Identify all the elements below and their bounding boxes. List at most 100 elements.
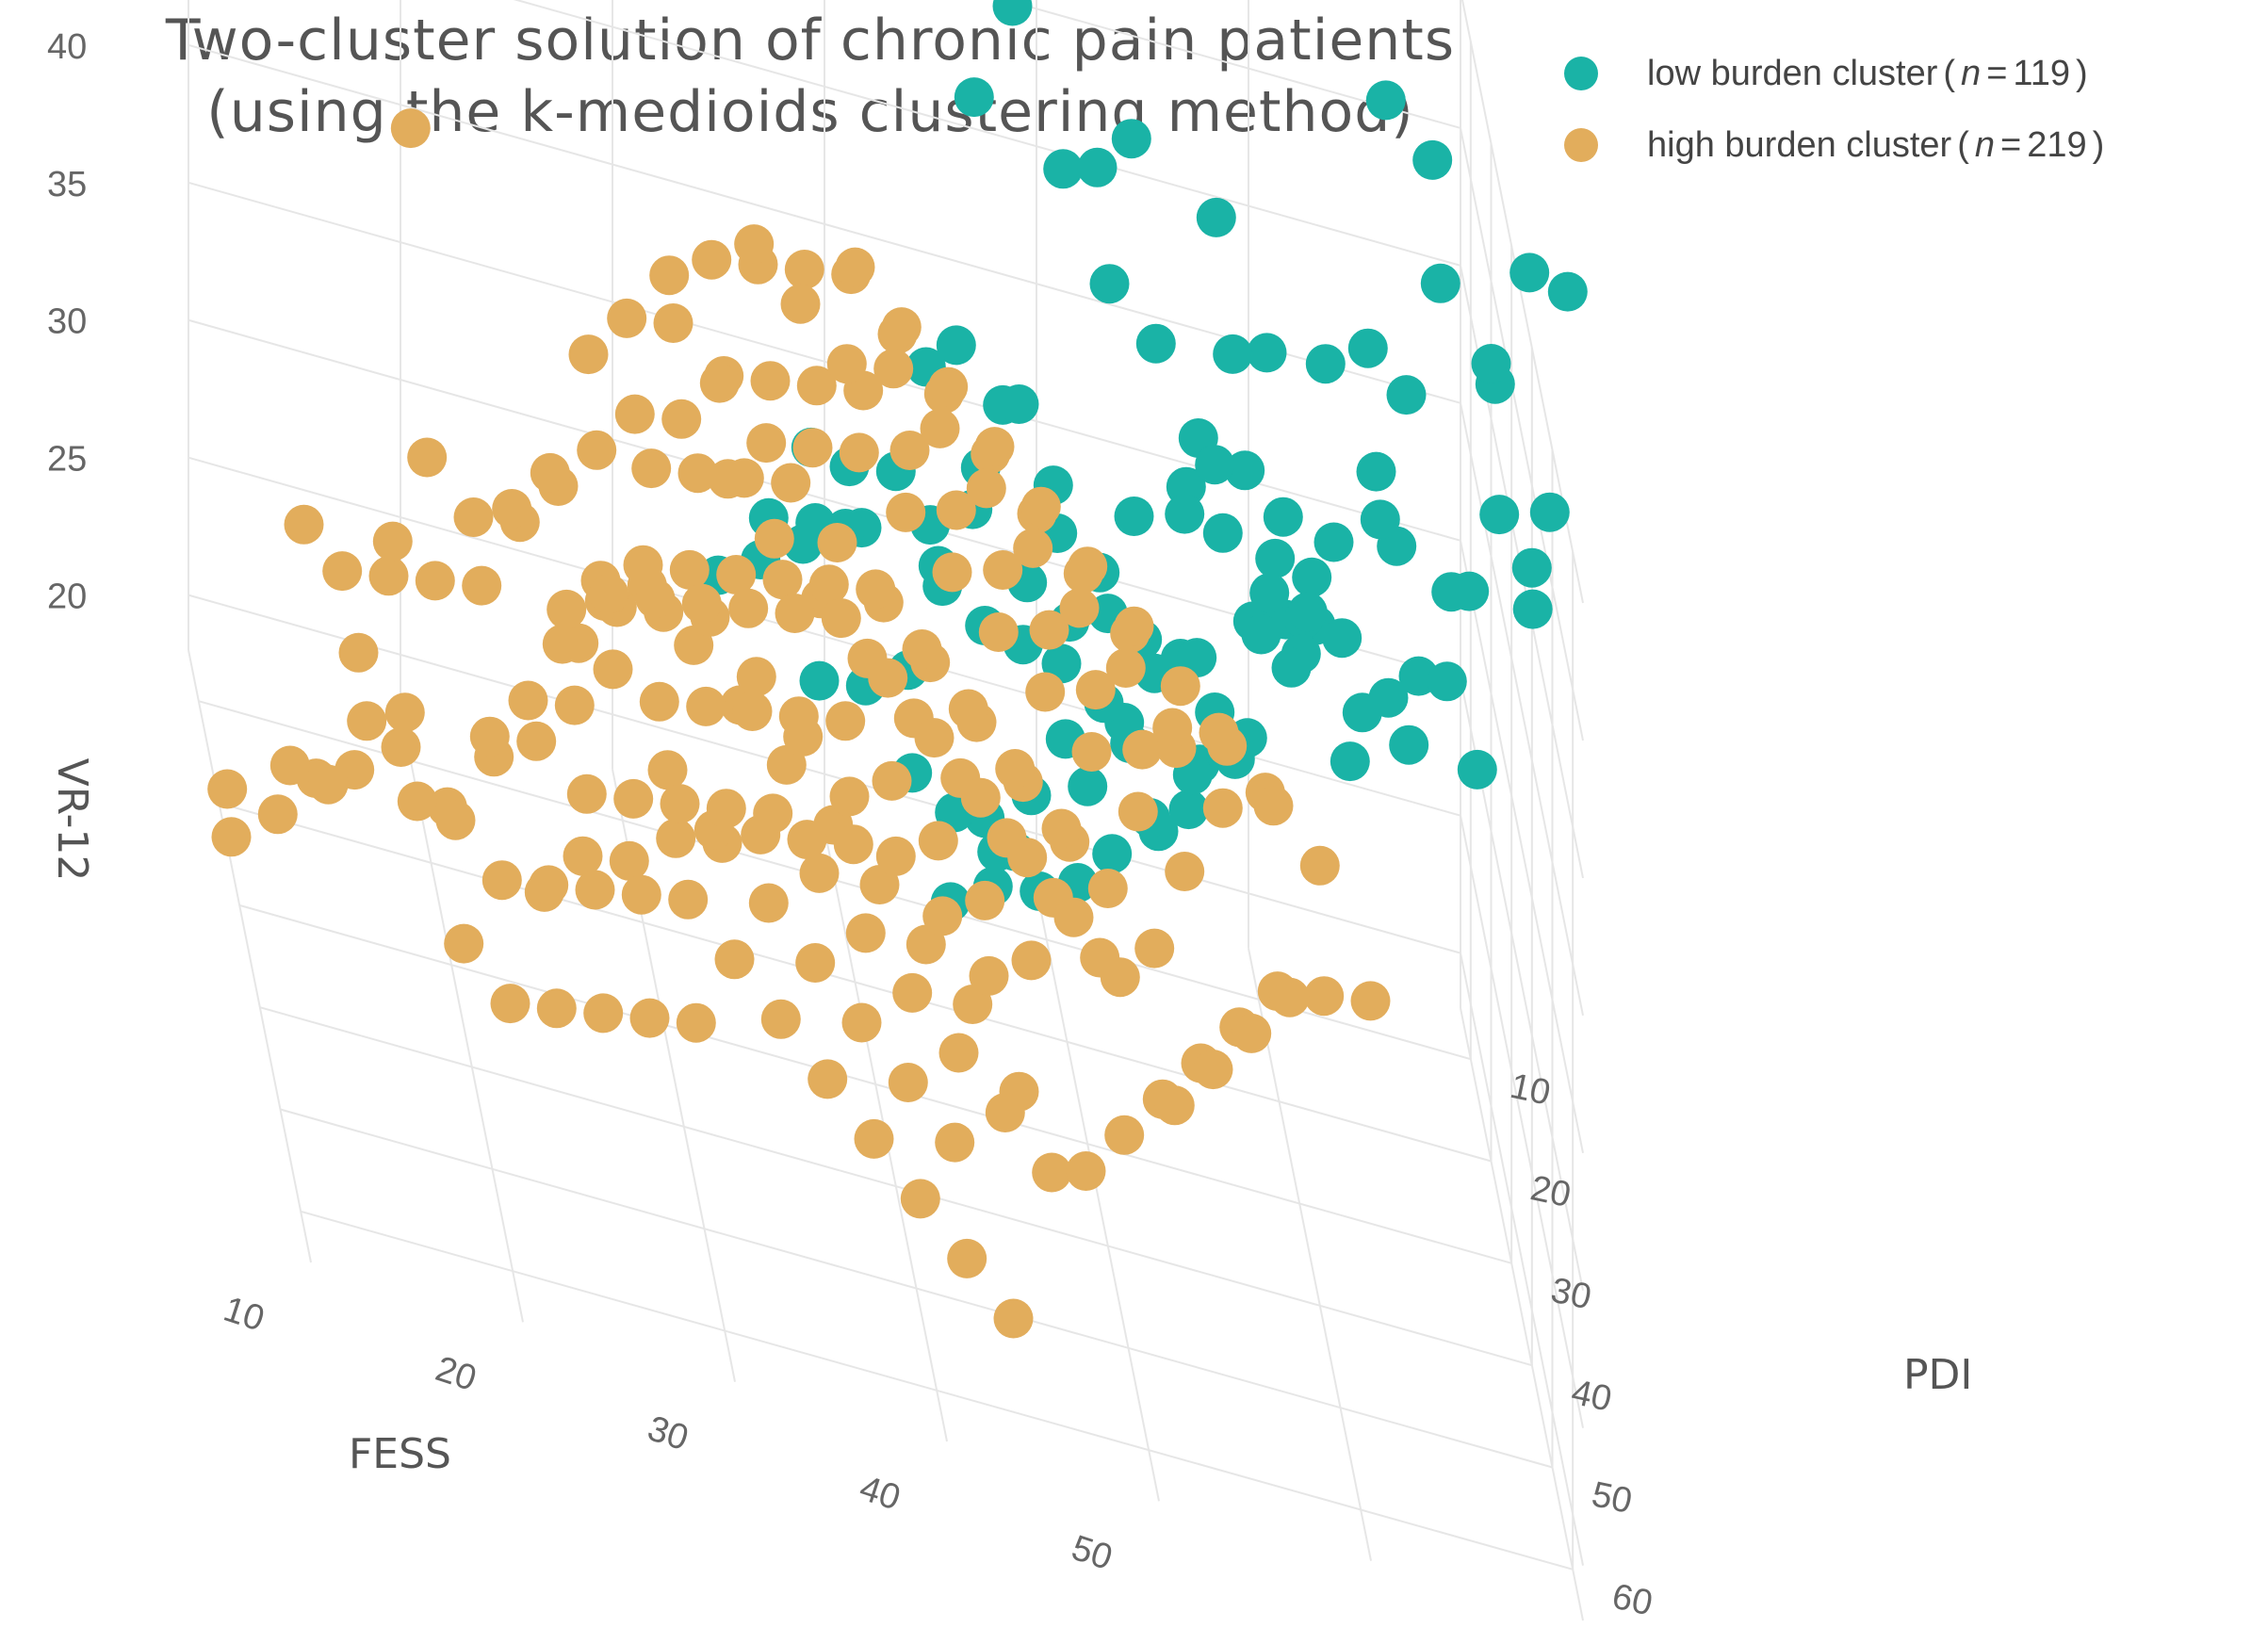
- point-high-burden: [577, 430, 617, 470]
- point-high-burden: [529, 865, 569, 905]
- point-high-burden: [656, 818, 696, 858]
- point-high-burden: [872, 760, 912, 801]
- point-high-burden: [826, 344, 867, 384]
- point-high-burden: [669, 549, 710, 590]
- grid-line-x: [1036, 888, 1160, 1502]
- point-low-burden: [1356, 451, 1396, 492]
- tick-label-pdi: 30: [1547, 1271, 1594, 1318]
- point-high-burden: [661, 399, 702, 439]
- grid-line-z: [1460, 127, 1584, 741]
- point-low-burden: [992, 0, 1033, 26]
- point-high-burden: [381, 727, 421, 767]
- point-high-burden: [995, 749, 1036, 789]
- point-low-burden: [1241, 614, 1281, 655]
- point-high-burden: [714, 939, 755, 980]
- point-high-burden: [372, 521, 413, 562]
- point-low-burden: [1168, 790, 1209, 830]
- point-high-burden: [875, 836, 916, 876]
- point-high-burden: [559, 623, 599, 663]
- point-high-burden: [415, 561, 455, 601]
- point-high-burden: [985, 1093, 1025, 1132]
- point-high-burden: [1075, 670, 1116, 710]
- grid-line-y: [238, 904, 1512, 1264]
- point-high-burden: [1154, 1085, 1195, 1126]
- tick-label-fess: 50: [1067, 1528, 1117, 1578]
- point-low-burden: [1360, 499, 1400, 540]
- point-high-burden: [1114, 606, 1154, 646]
- point-high-burden: [1160, 666, 1200, 707]
- point-high-burden: [1105, 648, 1146, 688]
- point-high-burden: [932, 552, 972, 593]
- point-high-burden: [1134, 928, 1175, 969]
- point-low-burden: [954, 77, 994, 118]
- point-high-burden: [384, 692, 425, 733]
- axis-title-pdi: PDI: [1903, 1351, 1972, 1399]
- point-high-burden: [948, 689, 988, 729]
- point-high-burden: [397, 781, 437, 822]
- point-high-burden: [938, 1033, 979, 1073]
- point-high-burden: [338, 632, 379, 673]
- point-high-burden: [839, 432, 879, 473]
- point-high-burden: [825, 701, 866, 741]
- point-high-burden: [1269, 977, 1310, 1018]
- point-high-burden: [900, 1179, 940, 1219]
- legend-item-low-burden[interactable]: low burden cluster (n = 119): [1564, 38, 2104, 109]
- tick-label-vr12: 20: [47, 578, 87, 617]
- point-high-burden: [746, 423, 787, 464]
- point-high-burden: [716, 555, 757, 594]
- point-high-burden: [854, 1118, 894, 1159]
- point-low-burden: [1287, 592, 1328, 632]
- point-high-burden: [563, 836, 603, 876]
- point-high-burden: [935, 1122, 975, 1163]
- point-high-burden: [829, 776, 870, 817]
- point-high-burden: [1304, 976, 1345, 1017]
- point-high-burden: [547, 589, 587, 629]
- point-high-burden: [668, 879, 709, 920]
- point-low-burden: [1330, 741, 1370, 782]
- tick-label-vr12: 30: [47, 302, 87, 342]
- point-low-burden: [799, 660, 840, 701]
- grid-line-x: [1460, 1007, 1584, 1621]
- tick-label-fess: 30: [643, 1408, 693, 1458]
- point-high-burden: [796, 366, 837, 406]
- point-high-burden: [490, 984, 530, 1024]
- point-high-burden: [530, 452, 570, 493]
- point-high-burden: [593, 649, 633, 690]
- point-high-burden: [453, 497, 494, 537]
- point-low-burden: [1068, 766, 1108, 806]
- point-high-burden: [536, 988, 577, 1029]
- point-high-burden: [1007, 838, 1048, 878]
- point-high-burden: [902, 629, 942, 669]
- point-high-burden: [983, 550, 1023, 590]
- point-high-burden: [922, 896, 963, 936]
- point-high-burden: [780, 284, 821, 324]
- point-high-burden: [676, 1002, 716, 1043]
- point-high-burden: [614, 394, 655, 434]
- point-high-burden: [993, 1298, 1034, 1339]
- legend-count-low-burden: (n = 119): [1943, 53, 2088, 93]
- point-low-burden: [1365, 80, 1406, 121]
- point-high-burden: [1202, 788, 1243, 828]
- point-high-burden: [207, 769, 248, 809]
- data-points: [207, 0, 1588, 1339]
- tick-label-vr12: 35: [47, 165, 87, 204]
- legend-marker-high-burden: [1564, 128, 1598, 162]
- point-high-burden: [706, 789, 746, 829]
- point-high-burden: [1165, 852, 1205, 891]
- legend: low burden cluster (n = 119) high burden…: [1564, 38, 2104, 181]
- tick-label-pdi: 20: [1527, 1168, 1575, 1215]
- point-low-burden: [1213, 334, 1253, 374]
- point-low-burden: [1225, 450, 1265, 491]
- grid-line-z: [1460, 402, 1584, 1017]
- point-high-burden: [613, 778, 654, 819]
- grid: [188, 0, 1584, 1621]
- point-high-burden: [469, 716, 510, 757]
- legend-count-high-burden: (n = 219): [1957, 124, 2105, 165]
- point-high-burden: [589, 574, 629, 614]
- point-high-burden: [748, 883, 789, 923]
- point-high-burden: [817, 523, 857, 562]
- legend-item-high-burden[interactable]: high burden cluster (n = 219): [1564, 109, 2104, 181]
- point-high-burden: [1032, 1152, 1072, 1193]
- point-high-burden: [771, 463, 811, 503]
